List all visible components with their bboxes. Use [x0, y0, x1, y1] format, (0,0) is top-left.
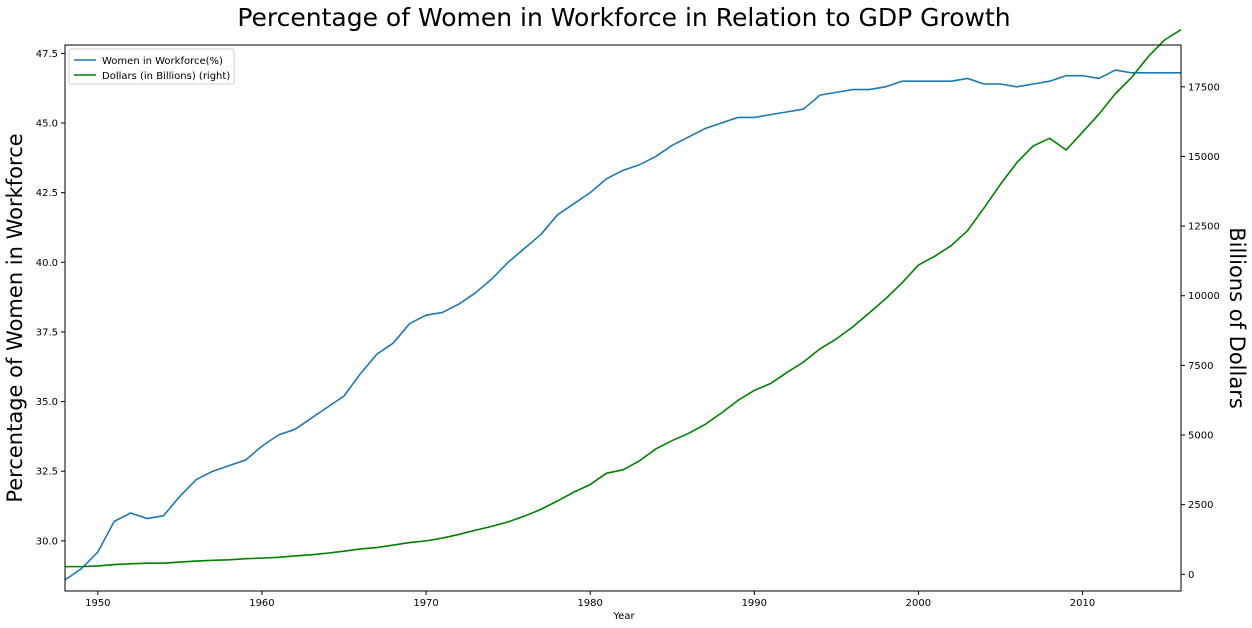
x-tick-label: 1970 [413, 598, 438, 609]
legend-label-dollars: Dollars (in Billions) (right) [102, 71, 230, 82]
x-axis-title: Year [612, 611, 635, 622]
y-right-tick-label: 0 [1188, 570, 1194, 581]
y-right-tick-label: 5000 [1188, 431, 1213, 442]
y-left-tick-label: 42.5 [36, 188, 58, 199]
y-left-tick-label: 40.0 [36, 258, 58, 269]
y-left-tick-label: 47.5 [36, 49, 58, 60]
x-axis: 1950 1960 1970 1980 1990 2000 2010 [85, 591, 1095, 609]
y-axis-right-title: Billions of Dollars [1225, 227, 1249, 409]
legend: Women in Workforce(%) Dollars (in Billio… [68, 48, 235, 85]
series-line-women-in-workforce [64, 69, 1181, 581]
y-left-tick-label: 35.0 [36, 397, 58, 408]
series-lines [64, 29, 1182, 581]
series-line-dollars-billions [65, 29, 1182, 568]
y-right-tick-label: 10000 [1188, 291, 1220, 302]
plot-frame [64, 44, 1182, 592]
y-right-tick-label: 7500 [1188, 361, 1213, 372]
legend-label-women: Women in Workforce(%) [102, 56, 223, 67]
x-tick-label: 1990 [742, 598, 767, 609]
x-tick-label: 1950 [85, 598, 110, 609]
x-tick-label: 2000 [906, 598, 931, 609]
legend-box [68, 48, 235, 85]
y-right-tick-label: 15000 [1188, 152, 1220, 163]
y-left-tick-label: 37.5 [36, 327, 58, 338]
y-right-tick-label: 12500 [1188, 222, 1220, 233]
y-left-tick-label: 45.0 [36, 119, 58, 130]
y-right-tick-label: 17500 [1188, 82, 1220, 93]
y-right-tick-label: 2500 [1188, 500, 1213, 511]
x-tick-label: 1960 [249, 598, 274, 609]
y-axis-left: 30.0 32.5 35.0 37.5 40.0 42.5 45.0 47.5 [36, 49, 65, 547]
y-left-tick-label: 32.5 [36, 467, 58, 478]
x-tick-label: 1980 [577, 598, 602, 609]
y-left-tick-label: 30.0 [36, 536, 58, 547]
chart-title: Percentage of Women in Workforce in Rela… [237, 3, 1010, 32]
y-axis-right: 0 2500 5000 7500 10000 12500 15000 17500 [1181, 82, 1220, 581]
x-tick-label: 2010 [1070, 598, 1095, 609]
y-axis-left-title: Percentage of Women in Workforce [3, 133, 27, 502]
